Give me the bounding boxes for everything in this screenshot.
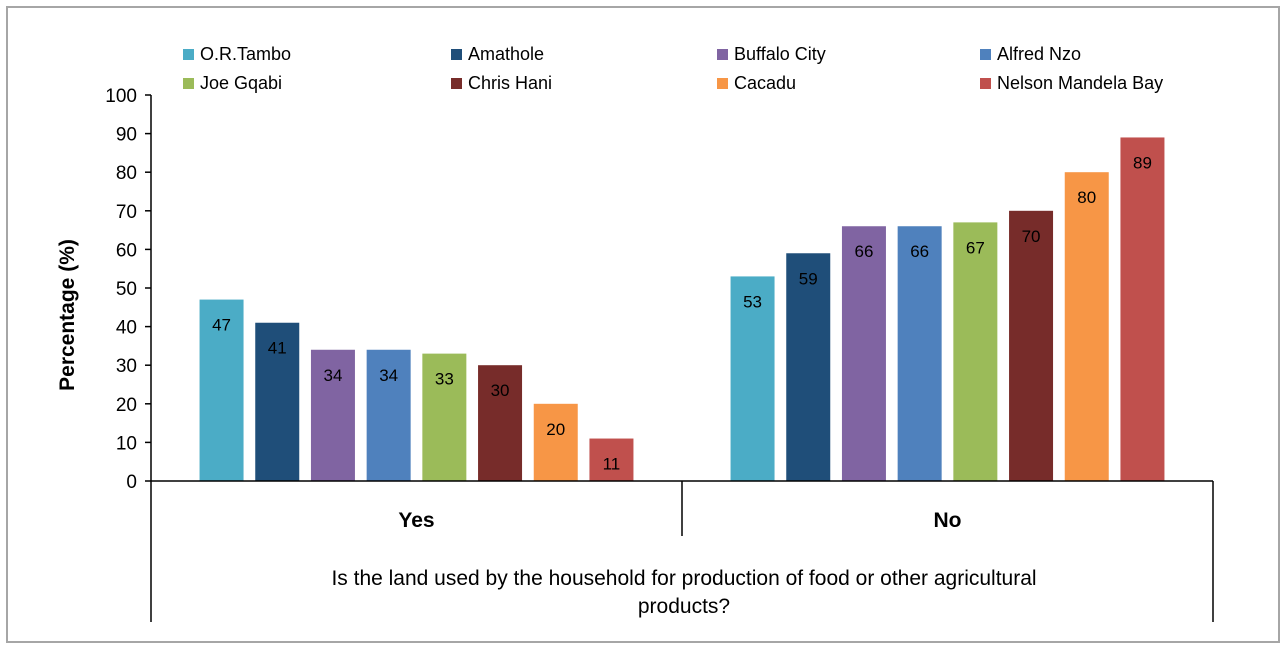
legend-swatch <box>980 49 991 60</box>
bar <box>366 349 411 481</box>
x-axis-label: Is the land used by the household for pr… <box>331 567 1036 590</box>
legend-swatch <box>451 78 462 89</box>
bar <box>841 226 886 481</box>
legend: O.R.Tambo Amathole Buffalo City Alfred Nzo J… <box>183 44 1163 93</box>
legend-swatch <box>717 49 728 60</box>
x-category-label: Yes <box>398 509 434 532</box>
bars: 47 41 34 34 33 30 20 11 53 59 66 66 67 70 80 89 <box>199 137 1165 482</box>
bar <box>589 438 634 481</box>
bar <box>786 253 831 481</box>
bar-value-label: 34 <box>323 366 342 385</box>
bar-value-label: 66 <box>910 242 929 261</box>
x-category-label: No <box>934 509 962 532</box>
y-tick-label: 100 <box>105 86 137 107</box>
bar <box>897 226 942 481</box>
bar-value-label: 34 <box>379 366 398 385</box>
bar-value-label: 80 <box>1077 188 1096 207</box>
bar <box>255 322 300 481</box>
bar-value-label: 53 <box>743 292 762 311</box>
legend-label: Buffalo City <box>734 44 826 64</box>
y-tick-label: 0 <box>126 472 137 493</box>
bar <box>478 365 523 481</box>
y-tick-label: 90 <box>116 125 137 146</box>
legend-label: Joe Gqabi <box>200 73 282 93</box>
bar <box>1120 137 1165 481</box>
bar-value-label: 59 <box>799 269 818 288</box>
y-axis: 0 10 20 30 40 50 60 70 80 90 100 <box>105 86 152 493</box>
bar-value-label: 33 <box>435 370 454 389</box>
x-axis-label-line2: products? <box>638 595 730 618</box>
y-tick-label: 50 <box>116 279 137 300</box>
y-tick-label: 70 <box>116 202 137 223</box>
legend-swatch <box>183 49 194 60</box>
legend-swatch <box>980 78 991 89</box>
y-tick-label: 80 <box>116 163 137 184</box>
legend-label: Alfred Nzo <box>997 44 1081 64</box>
bar <box>533 403 578 481</box>
bar-value-label: 47 <box>212 316 231 335</box>
legend-swatch <box>451 49 462 60</box>
bar-value-label: 30 <box>491 381 510 400</box>
bar <box>199 299 244 481</box>
y-tick-label: 60 <box>116 240 137 261</box>
legend-label: Nelson Mandela Bay <box>997 73 1163 93</box>
bar <box>422 353 467 481</box>
bar <box>953 222 998 481</box>
bar-value-label: 67 <box>966 238 985 257</box>
legend-label: Cacadu <box>734 73 796 93</box>
y-tick-label: 40 <box>116 318 137 339</box>
bar-value-label: 70 <box>1022 227 1041 246</box>
bar <box>730 276 775 481</box>
legend-label: O.R.Tambo <box>200 44 291 64</box>
bar <box>1064 172 1109 481</box>
y-tick-label: 30 <box>116 356 137 377</box>
legend-swatch <box>717 78 728 89</box>
bar <box>310 349 355 481</box>
bar <box>1009 210 1054 482</box>
bar-value-label: 89 <box>1133 153 1152 172</box>
y-tick-label: 20 <box>116 395 137 416</box>
y-axis-label: Percentage (%) <box>56 239 79 391</box>
legend-label: Amathole <box>468 44 544 64</box>
legend-swatch <box>183 78 194 89</box>
legend-label: Chris Hani <box>468 73 552 93</box>
bar-value-label: 66 <box>854 242 873 261</box>
bar-value-label: 41 <box>268 339 287 358</box>
y-tick-label: 10 <box>116 433 137 454</box>
bar-value-label: 11 <box>603 455 621 474</box>
x-axis: Yes No <box>150 480 1214 622</box>
bar-value-label: 20 <box>546 420 565 439</box>
